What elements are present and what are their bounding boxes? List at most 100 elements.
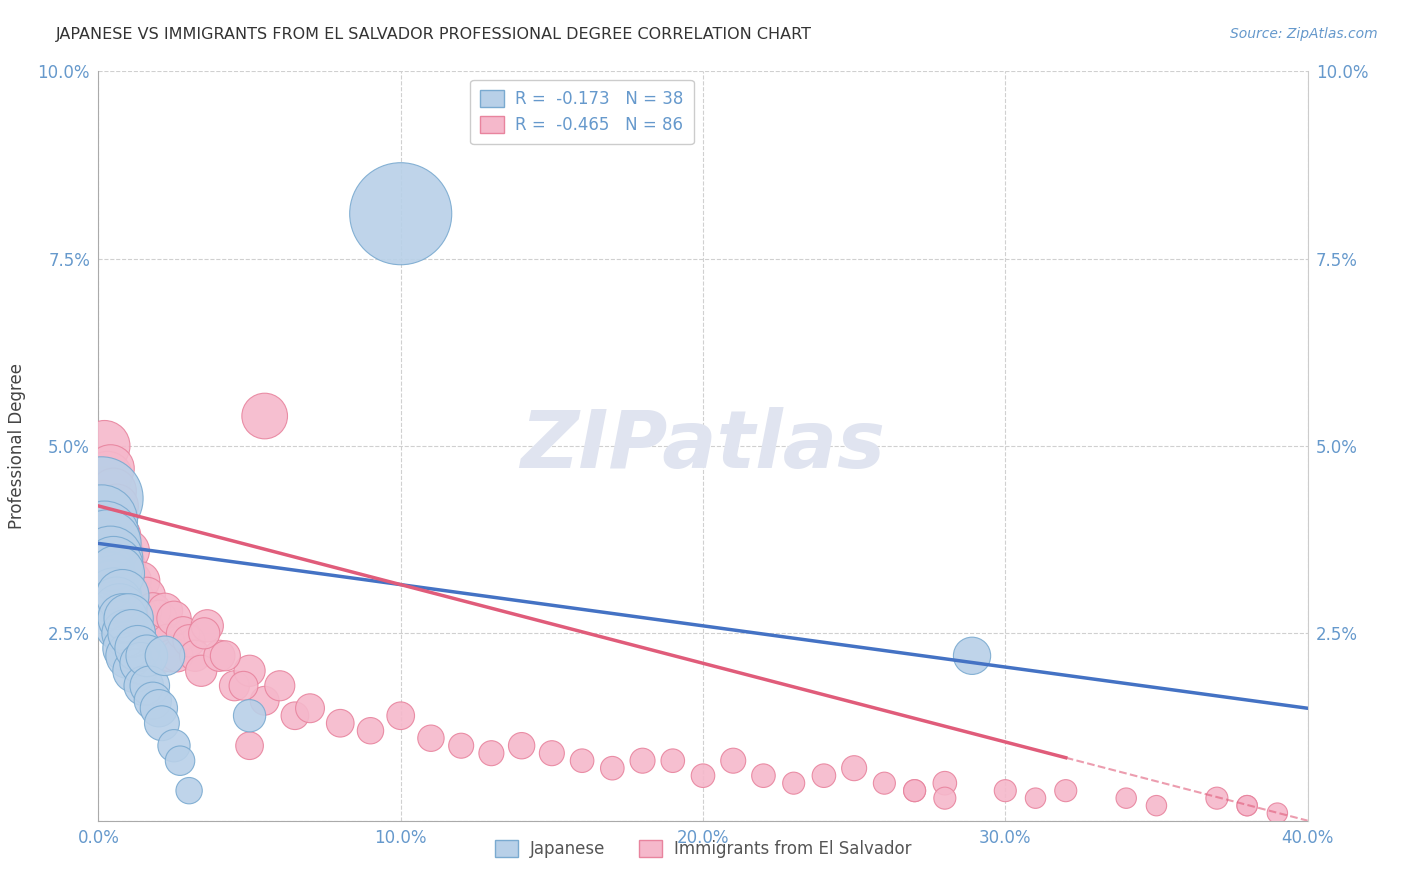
Point: [100, 582, 122, 596]
Point: [114, 626, 136, 640]
Point: [103, 589, 125, 603]
Point: [142, 694, 165, 708]
Point: [994, 783, 1017, 797]
Point: [389, 708, 412, 723]
Point: [253, 694, 276, 708]
Point: [450, 739, 472, 753]
Point: [132, 679, 155, 693]
Point: [111, 589, 134, 603]
Point: [96, 514, 118, 528]
Point: [1024, 791, 1046, 805]
Point: [540, 746, 562, 760]
Point: [100, 551, 122, 566]
Point: [571, 754, 593, 768]
Point: [163, 739, 186, 753]
Point: [148, 701, 170, 715]
Point: [108, 529, 131, 543]
Point: [692, 769, 714, 783]
Point: [150, 716, 173, 731]
Point: [224, 679, 246, 693]
Point: [184, 648, 207, 663]
Point: [93, 566, 115, 581]
Point: [253, 409, 276, 423]
Point: [299, 701, 322, 715]
Point: [103, 483, 125, 498]
Point: [172, 626, 194, 640]
Point: [239, 708, 262, 723]
Point: [153, 648, 176, 663]
Point: [129, 574, 152, 588]
Point: [208, 648, 231, 663]
Point: [631, 754, 654, 768]
Point: [100, 529, 122, 543]
Point: [121, 574, 143, 588]
Point: [93, 439, 115, 453]
Point: [108, 619, 131, 633]
Point: [90, 529, 112, 543]
Point: [118, 611, 141, 625]
Point: [179, 633, 201, 648]
Point: [239, 664, 262, 678]
Point: [389, 207, 412, 221]
Point: [111, 589, 134, 603]
Point: [1236, 798, 1258, 813]
Point: [661, 754, 683, 768]
Y-axis label: Professional Degree: Professional Degree: [8, 363, 27, 529]
Point: [153, 604, 176, 618]
Point: [510, 739, 533, 753]
Point: [93, 483, 115, 498]
Point: [139, 626, 162, 640]
Text: ZIPatlas: ZIPatlas: [520, 407, 886, 485]
Point: [179, 783, 201, 797]
Point: [1267, 806, 1289, 821]
Point: [602, 761, 624, 775]
Point: [1236, 798, 1258, 813]
Point: [873, 776, 896, 790]
Point: [239, 739, 262, 753]
Point: [103, 558, 125, 573]
Point: [960, 648, 983, 663]
Point: [360, 723, 382, 738]
Point: [193, 626, 215, 640]
Point: [127, 641, 149, 656]
Point: [105, 558, 128, 573]
Point: [813, 769, 835, 783]
Point: [163, 611, 186, 625]
Point: [103, 544, 125, 558]
Point: [934, 791, 956, 805]
Text: Source: ZipAtlas.com: Source: ZipAtlas.com: [1230, 27, 1378, 41]
Point: [135, 648, 157, 663]
Point: [105, 499, 128, 513]
Point: [904, 783, 927, 797]
Point: [190, 664, 212, 678]
Point: [166, 648, 188, 663]
Point: [150, 648, 173, 663]
Point: [90, 544, 112, 558]
Point: [118, 589, 141, 603]
Point: [93, 529, 115, 543]
Point: [904, 783, 927, 797]
Point: [156, 633, 179, 648]
Point: [127, 604, 149, 618]
Point: [1115, 791, 1137, 805]
Point: [723, 754, 745, 768]
Point: [114, 641, 136, 656]
Point: [269, 679, 291, 693]
Point: [1144, 798, 1167, 813]
Point: [96, 469, 118, 483]
Point: [124, 664, 146, 678]
Point: [124, 589, 146, 603]
Point: [1054, 783, 1077, 797]
Point: [148, 611, 170, 625]
Point: [118, 648, 141, 663]
Point: [139, 679, 162, 693]
Point: [145, 633, 167, 648]
Point: [114, 558, 136, 573]
Point: [844, 761, 866, 775]
Point: [90, 514, 112, 528]
Point: [105, 566, 128, 581]
Point: [284, 708, 307, 723]
Point: [90, 499, 112, 513]
Point: [481, 746, 503, 760]
Point: [132, 619, 155, 633]
